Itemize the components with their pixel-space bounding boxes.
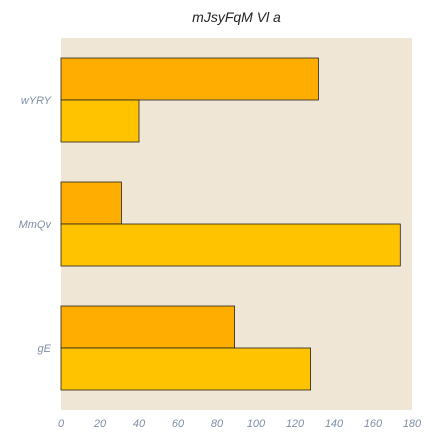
x-tick-label: 60 (172, 418, 185, 430)
x-tick-label: 80 (211, 418, 224, 430)
bar-MmQv-series-1 (61, 182, 121, 224)
x-tick-label: 20 (93, 418, 107, 430)
y-tick-label: gE (38, 343, 52, 355)
x-tick-label: 180 (403, 418, 422, 430)
x-tick-label: 40 (133, 418, 146, 430)
bar-wYRY-series-1 (61, 58, 318, 100)
x-tick-label: 100 (247, 418, 266, 430)
y-tick-label: wYRY (21, 95, 52, 107)
y-tick-label: MmQv (19, 219, 53, 231)
bar-gE-series-1 (61, 306, 235, 348)
x-tick-label: 120 (286, 418, 305, 430)
bar-MmQv-series-2 (61, 224, 400, 266)
y-axis-tick-labels: wYRY MmQv gE (19, 95, 53, 355)
x-tick-label: 160 (364, 418, 383, 430)
x-axis-tick-labels: 0 20 40 60 80 100 120 140 160 180 (58, 418, 422, 430)
x-tick-label: 140 (325, 418, 344, 430)
bar-wYRY-series-2 (61, 100, 139, 142)
bar-gE-series-2 (61, 348, 311, 390)
chart-title: mJsyFqM Vl a (192, 9, 281, 25)
x-tick-label: 0 (58, 418, 65, 430)
